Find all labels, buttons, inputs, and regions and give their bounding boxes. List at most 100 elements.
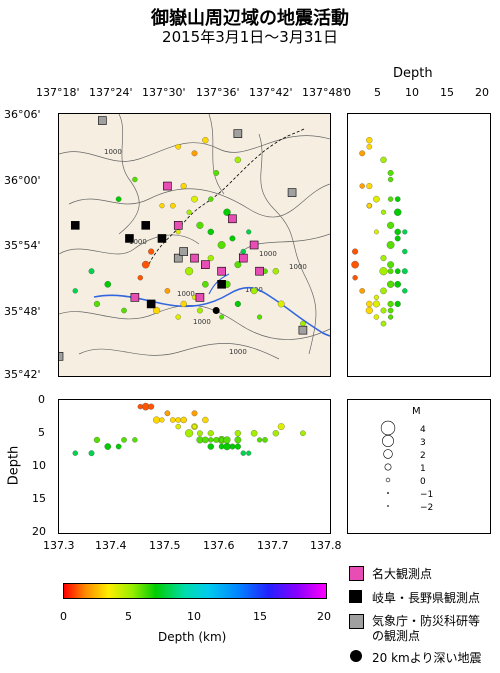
depth-profile-marker: [359, 150, 366, 157]
contour-line: [59, 135, 330, 162]
contour-label: 1000: [229, 348, 247, 356]
depth-section-marker: [104, 443, 112, 450]
depth-section-marker: [175, 417, 182, 423]
jma-station-label-line1: 気象庁・防災科研等: [372, 614, 481, 628]
earthquake-marker: [234, 156, 242, 164]
depth-section-marker: [256, 437, 263, 443]
gifu-station-label: 岐阜・長野県観測点: [372, 591, 481, 605]
depth-section-marker: [219, 437, 225, 443]
depth-profile-marker: [394, 235, 401, 242]
right-depth-title: Depth: [393, 66, 433, 81]
earthquake-marker: [202, 281, 209, 288]
depth-section-marker: [170, 417, 176, 423]
depth-profile-marker: [366, 203, 372, 209]
nagoya-station-marker: [173, 221, 183, 230]
bottom-depth-ytick: 10: [32, 459, 46, 472]
depth-profile-marker: [394, 196, 401, 202]
depth-section-marker: [93, 436, 100, 443]
magnitude-symbol: [383, 449, 393, 459]
map-lat-tick: 36°06': [4, 108, 41, 121]
nagoya-station-swatch: [349, 566, 364, 581]
earthquake-marker: [186, 209, 192, 215]
bottom-depth-ytick: 20: [32, 525, 46, 538]
earthquake-marker: [93, 300, 100, 308]
earthquake-marker: [191, 195, 198, 203]
earthquake-marker: [213, 170, 220, 176]
map-lat-tick: 35°48': [4, 305, 41, 318]
bottom-depth-xtick: 137.8: [310, 539, 342, 552]
depth-profile-marker: [387, 307, 394, 314]
nagoya-station-marker: [255, 266, 264, 276]
contour-line: [118, 114, 140, 235]
earthquake-marker: [153, 306, 161, 315]
depth-section-marker: [234, 436, 242, 444]
map-lon-tick-row: 137°18' 137°24' 137°30' 137°36' 137°42' …: [0, 86, 350, 102]
nagoya-station-marker: [195, 293, 205, 302]
depth-profile-marker: [373, 195, 380, 203]
depth-section-marker: [185, 429, 194, 438]
depth-profile-marker: [387, 261, 395, 269]
nagoya-station-label: 名大観測点: [372, 567, 433, 581]
depth-section-marker: [159, 417, 165, 423]
map-lon-tick: 137°36': [196, 86, 240, 99]
magnitude-symbol-label: 3: [420, 438, 426, 448]
contour-label: 1000: [289, 263, 307, 271]
nagoya-station-marker: [130, 293, 140, 302]
epicenter-map: 10001000100010001000100010001000: [58, 113, 331, 377]
depth-profile-marker: [352, 275, 358, 281]
bottom-depth-xtick: 137.6: [203, 539, 235, 552]
depth-profile-marker: [394, 281, 401, 288]
contour-line: [59, 234, 200, 255]
bottom-depth-ylabel: Depth: [6, 445, 22, 486]
depth-colorbar: [63, 583, 327, 599]
colorbar-label: Depth (km): [158, 630, 227, 644]
bottom-depth-xtick: 137.5: [149, 539, 181, 552]
depth-profile-marker: [380, 320, 387, 327]
depth-section-marker: [153, 416, 161, 424]
earthquake-marker: [196, 307, 203, 314]
depth-profile-marker: [380, 255, 387, 262]
earthquake-marker: [208, 196, 214, 202]
right-depth-tick: 20: [475, 86, 489, 99]
jma-station-marker: [233, 129, 243, 138]
depth-profile-marker: [387, 300, 394, 308]
depth-profile-marker: [373, 229, 379, 235]
depth-profile-marker: [387, 221, 395, 229]
earthquake-marker: [272, 268, 279, 275]
depth-profile-marker: [401, 268, 408, 275]
jma-station-marker: [173, 253, 183, 263]
depth-profile-marker: [373, 294, 379, 300]
earthquake-marker: [246, 229, 252, 235]
magnitude-symbol-label: −1: [420, 490, 433, 500]
deep-quake-swatch: [350, 650, 362, 662]
depth-profile-marker: [394, 268, 401, 275]
earthquake-marker: [191, 150, 198, 157]
depth-section-marker: [213, 436, 220, 443]
depth-profile-marker: [351, 260, 359, 269]
contour-label: 1000: [193, 318, 211, 326]
gifu-station-marker: [157, 234, 167, 243]
depth-profile-marker: [380, 209, 387, 215]
gifu-station-marker: [217, 280, 226, 289]
depth-section-marker: [115, 443, 122, 450]
depth-profile-marker: [366, 137, 373, 144]
jma-station-marker: [287, 188, 297, 197]
depth-section-marker: [234, 430, 242, 437]
depth-section-marker: [191, 410, 198, 417]
right-depth-tick: 10: [405, 86, 419, 99]
magnitude-symbol: [385, 477, 391, 483]
colorbar-tick: 20: [317, 610, 331, 623]
depth-profile-marker: [402, 288, 408, 294]
depth-profile-marker: [372, 300, 380, 308]
contour-line: [238, 233, 330, 255]
magnitude-symbol: [382, 435, 394, 447]
earthquake-marker: [121, 307, 127, 314]
magnitude-symbol-label: 4: [420, 425, 426, 435]
depth-section-marker: [223, 436, 231, 444]
depth-section-marker: [272, 430, 279, 437]
nagoya-station-marker: [249, 240, 259, 250]
depth-section-marker: [277, 423, 285, 431]
page-subtitle: 2015年3月1日～3月31日: [162, 28, 338, 46]
jma-station-swatch: [349, 614, 364, 629]
bottom-depth-ytick: 15: [32, 492, 46, 505]
